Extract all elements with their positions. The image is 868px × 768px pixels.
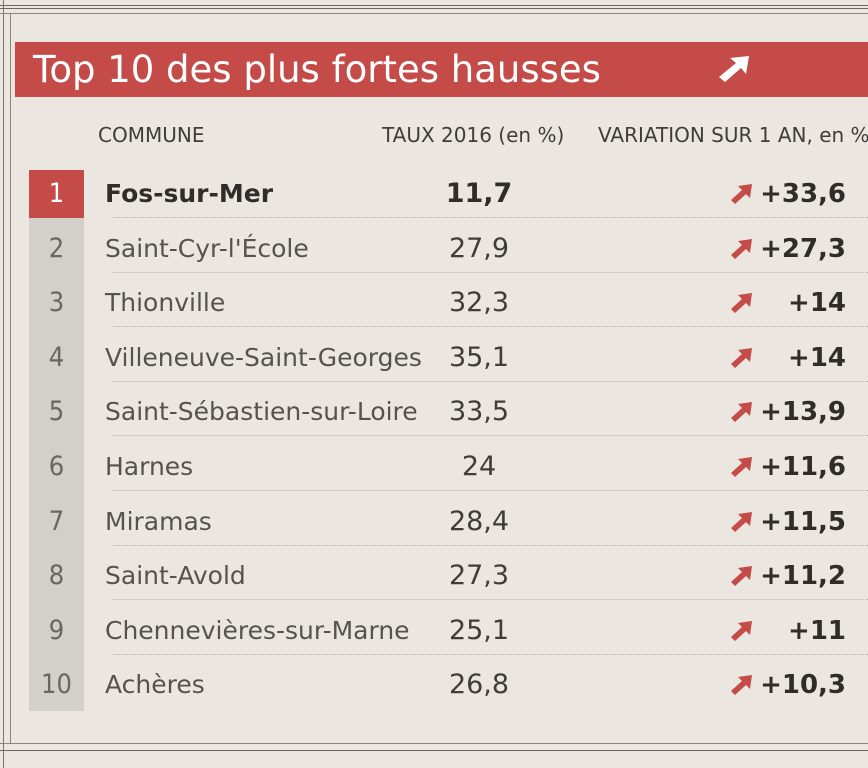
rank-number: 1 [29, 170, 84, 218]
arrow-up-right-icon [731, 402, 752, 422]
rank-number: 7 [48, 506, 65, 537]
row-divider [113, 545, 868, 546]
rank-number: 9 [48, 615, 65, 646]
variation-value: +11,5 [760, 507, 846, 537]
row-divider [113, 272, 868, 273]
rank-number: 4 [48, 342, 65, 373]
taux-value: 35,1 [448, 342, 510, 373]
commune-name: Saint-Cyr-l'École [105, 234, 309, 263]
variation-value: +10,3 [760, 670, 846, 700]
column-header-commune: COMMUNE [98, 123, 205, 147]
variation-value: +33,6 [760, 179, 846, 209]
variation-value: +27,3 [760, 234, 846, 264]
commune-name: Achères [105, 670, 205, 699]
table-row: 10 Achères 26,8 +10,3 [29, 661, 868, 709]
frame-rule-top [0, 5, 868, 9]
row-divider [113, 381, 868, 382]
variation-value: +14 [788, 343, 846, 373]
rank-number: 6 [48, 451, 65, 482]
row-divider [113, 490, 868, 491]
variation-value: +11 [788, 616, 846, 646]
rank-column-background [29, 174, 84, 711]
commune-name: Saint-Sébastien-sur-Loire [105, 397, 418, 426]
table-row: 7 Miramas 28,4 +11,5 [29, 498, 868, 546]
row-divider [113, 435, 868, 436]
row-divider [113, 654, 868, 655]
rank-number: 3 [48, 287, 65, 318]
arrow-up-right-icon [731, 293, 752, 313]
frame-rule-left [3, 0, 4, 768]
arrow-up-right-icon [731, 621, 752, 641]
table-row: 4 Villeneuve-Saint-Georges 35,1 +14 [29, 334, 868, 382]
rank-number: 8 [48, 560, 65, 591]
commune-name: Thionville [105, 288, 226, 317]
frame-rule-bottom [0, 750, 868, 751]
table-row: 6 Harnes 24 +11,6 [29, 443, 868, 491]
table-row: 3 Thionville 32,3 +14 [29, 279, 868, 327]
frame-rule-top-inner [0, 13, 868, 14]
column-header-taux: TAUX 2016 (en %) [382, 123, 565, 147]
frame-rule-bottom-inner [0, 743, 868, 744]
variation-value: +14 [788, 288, 846, 318]
arrow-up-right-icon [731, 348, 752, 368]
taux-value: 11,7 [445, 178, 513, 209]
commune-name: Villeneuve-Saint-Georges [105, 343, 422, 372]
table-row: 8 Saint-Avold 27,3 +11,2 [29, 552, 868, 600]
table-header-banner: Top 10 des plus fortes hausses [15, 42, 868, 97]
variation-value: +11,2 [760, 561, 846, 591]
taux-value: 27,9 [448, 233, 510, 264]
table-row: 1 Fos-sur-Mer 11,7 +33,6 [29, 170, 868, 218]
row-divider [113, 217, 868, 218]
arrow-up-right-icon [731, 512, 752, 532]
commune-name: Saint-Avold [105, 561, 246, 590]
row-divider [113, 599, 868, 600]
taux-value: 25,1 [448, 615, 510, 646]
commune-name: Fos-sur-Mer [105, 179, 274, 208]
rank-number: 10 [41, 669, 72, 700]
frame-rule-left-inner [10, 13, 11, 743]
taux-value: 32,3 [448, 287, 510, 318]
taux-value: 26,8 [448, 669, 510, 700]
table-row: 5 Saint-Sébastien-sur-Loire 33,5 +13,9 [29, 388, 868, 436]
taux-value: 24 [461, 451, 497, 482]
table-row: 9 Chennevières-sur-Marne 25,1 +11 [29, 607, 868, 655]
commune-name: Miramas [105, 507, 212, 536]
arrow-up-right-icon [731, 457, 752, 477]
commune-name: Harnes [105, 452, 194, 481]
variation-value: +13,9 [760, 397, 846, 427]
arrow-up-right-icon [731, 675, 752, 695]
arrow-up-right-icon [731, 184, 752, 204]
row-divider [113, 326, 868, 327]
commune-name: Chennevières-sur-Marne [105, 616, 410, 645]
rank-number: 2 [48, 233, 65, 264]
table-row: 2 Saint-Cyr-l'École 27,9 +27,3 [29, 225, 868, 273]
variation-value: +11,6 [760, 452, 846, 482]
arrow-up-right-icon [719, 56, 749, 82]
taux-value: 28,4 [448, 506, 510, 537]
arrow-up-right-icon [731, 566, 752, 586]
table-title: Top 10 des plus fortes hausses [33, 48, 601, 91]
column-header-variation: VARIATION SUR 1 AN, en % [598, 123, 868, 147]
taux-value: 27,3 [448, 560, 510, 591]
arrow-up-right-icon [731, 239, 752, 259]
taux-value: 33,5 [448, 396, 510, 427]
rank-number: 5 [48, 396, 65, 427]
